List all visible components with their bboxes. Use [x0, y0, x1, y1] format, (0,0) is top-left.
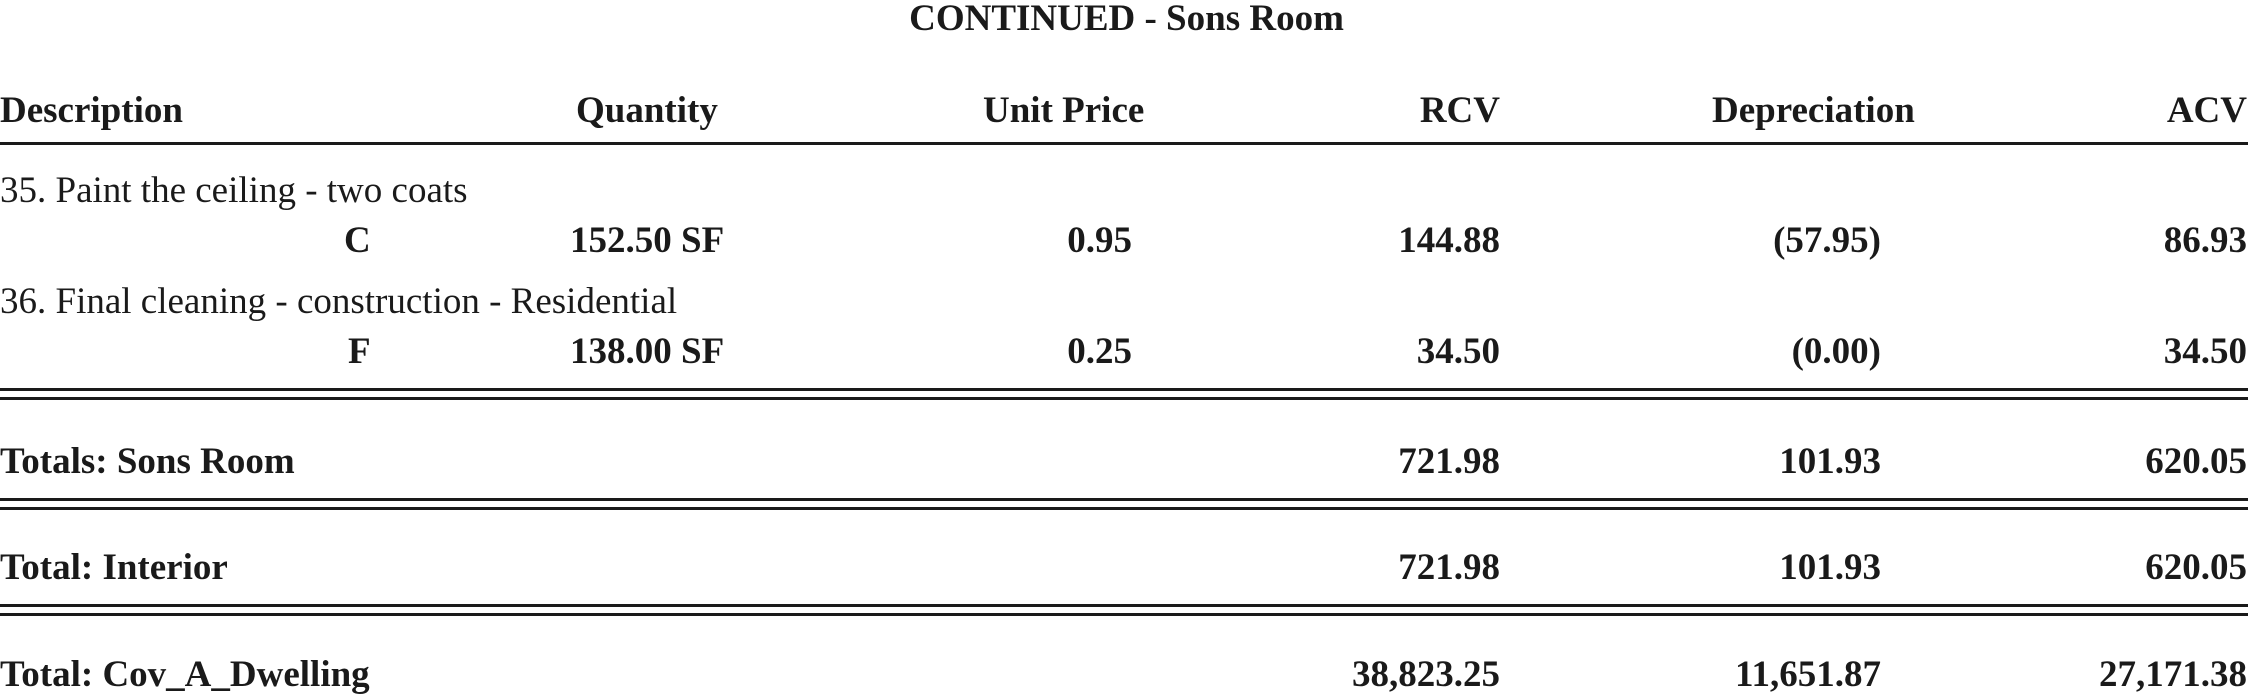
- item-acv: 86.93: [2163, 220, 2247, 261]
- totals-rcv: 721.98: [1398, 441, 1500, 482]
- totals-acv: 27,171.38: [2099, 654, 2247, 695]
- totals-depreciation: 11,651.87: [1735, 654, 1881, 695]
- double-rule: [0, 498, 2248, 501]
- item-acv: 34.50: [2163, 331, 2247, 372]
- totals-rcv: 721.98: [1398, 547, 1500, 588]
- totals-label: Total: Interior: [0, 547, 228, 588]
- totals-acv: 620.05: [2145, 547, 2247, 588]
- item-code: C: [344, 220, 371, 261]
- totals-depreciation: 101.93: [1779, 441, 1881, 482]
- double-rule: [0, 507, 2248, 510]
- double-rule: [0, 397, 2248, 400]
- item-rcv: 34.50: [1416, 331, 1500, 372]
- section-title: CONTINUED - Sons Room: [909, 0, 1344, 39]
- double-rule: [0, 613, 2248, 616]
- header-depreciation: Depreciation: [1712, 90, 1915, 131]
- item-quantity: 152.50 SF: [570, 220, 725, 261]
- totals-label: Total: Cov_A_Dwelling: [0, 654, 370, 695]
- item-unit-price: 0.95: [1067, 220, 1132, 261]
- totals-depreciation: 101.93: [1779, 547, 1881, 588]
- double-rule: [0, 604, 2248, 607]
- double-rule: [0, 388, 2248, 391]
- header-acv: ACV: [2166, 90, 2247, 131]
- item-quantity: 138.00 SF: [570, 331, 725, 372]
- header-quantity: Quantity: [576, 90, 718, 131]
- item-depreciation: (57.95): [1773, 220, 1881, 261]
- totals-acv: 620.05: [2145, 441, 2247, 482]
- header-unit-price: Unit Price: [983, 90, 1145, 131]
- item-depreciation: (0.00): [1791, 331, 1881, 372]
- item-code: F: [348, 331, 371, 372]
- totals-label: Totals: Sons Room: [0, 441, 295, 482]
- item-description: 35. Paint the ceiling - two coats: [0, 170, 468, 211]
- item-rcv: 144.88: [1398, 220, 1500, 261]
- item-description: 36. Final cleaning - construction - Resi…: [0, 281, 678, 322]
- header-rcv: RCV: [1419, 90, 1500, 131]
- item-unit-price: 0.25: [1067, 331, 1132, 372]
- header-description: Description: [0, 90, 183, 131]
- totals-rcv: 38,823.25: [1352, 654, 1500, 695]
- header-rule: [0, 142, 2248, 145]
